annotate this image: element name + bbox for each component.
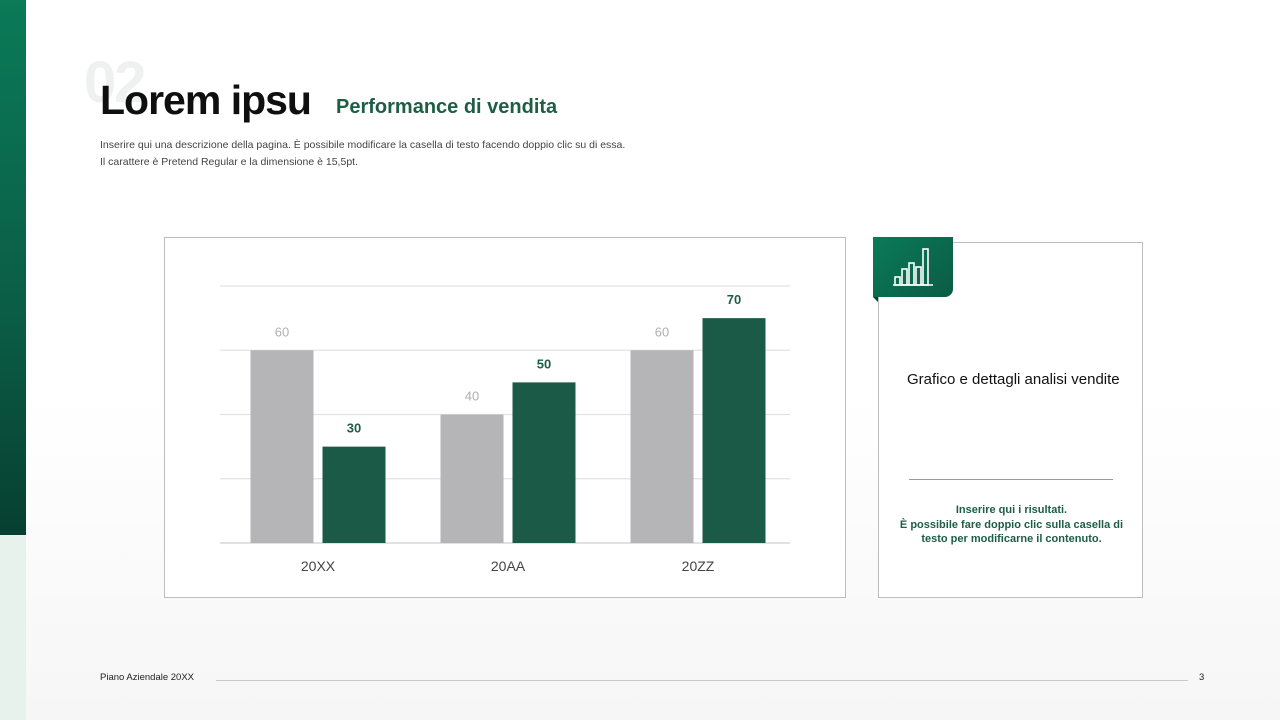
data-label: 60 [655,324,669,339]
side-accent-bar-light [0,535,26,720]
bar-chart: 60 30 20XX 40 50 20AA 60 70 20ZZ [220,285,790,574]
card-icon-tab [873,237,953,302]
slide-title: Lorem ipsu [100,77,312,123]
data-label: 40 [465,389,479,404]
data-label: 60 [275,324,289,339]
tab-fold [873,297,878,302]
footer-label: Piano Aziendale 20XX [100,672,195,683]
bar [630,350,694,543]
x-tick-label: 20XX [301,558,336,574]
bar [512,382,576,543]
card-heading: Grafico e dettagli analisi vendite [907,371,1120,388]
analysis-card: Grafico e dettagli analisi vendite Inser… [878,242,1143,598]
slide-description: Inserire qui una descrizione della pagin… [100,137,720,171]
x-tick-label: 20ZZ [682,558,715,574]
bar-chart-icon [893,248,933,286]
section-number: 02 [84,50,146,115]
bar [322,446,386,543]
result-line: È possibile fare doppio clic sulla casel… [899,518,1124,546]
x-tick-label: 20AA [491,558,526,574]
card-divider [909,479,1113,480]
side-accent-bar [0,0,26,535]
description-line: Inserire qui una descrizione della pagin… [100,139,626,151]
bar [250,350,314,543]
slide-subtitle: Performance di vendita [336,96,558,118]
result-line: Inserire qui i risultati. [955,504,1068,516]
description-line: Il carattere è Pretend Regular e la dime… [100,156,358,168]
chart-panel: 60 30 20XX 40 50 20AA 60 70 20ZZ [164,237,846,598]
footer-divider [216,680,1188,681]
bar [440,414,504,543]
data-label: 30 [347,421,361,436]
page-number: 3 [1199,672,1205,683]
card-result-text: Inserire qui i risultati. È possibile fa… [899,503,1124,547]
data-label: 70 [727,292,741,307]
data-label: 50 [537,356,551,371]
bar [702,318,766,543]
